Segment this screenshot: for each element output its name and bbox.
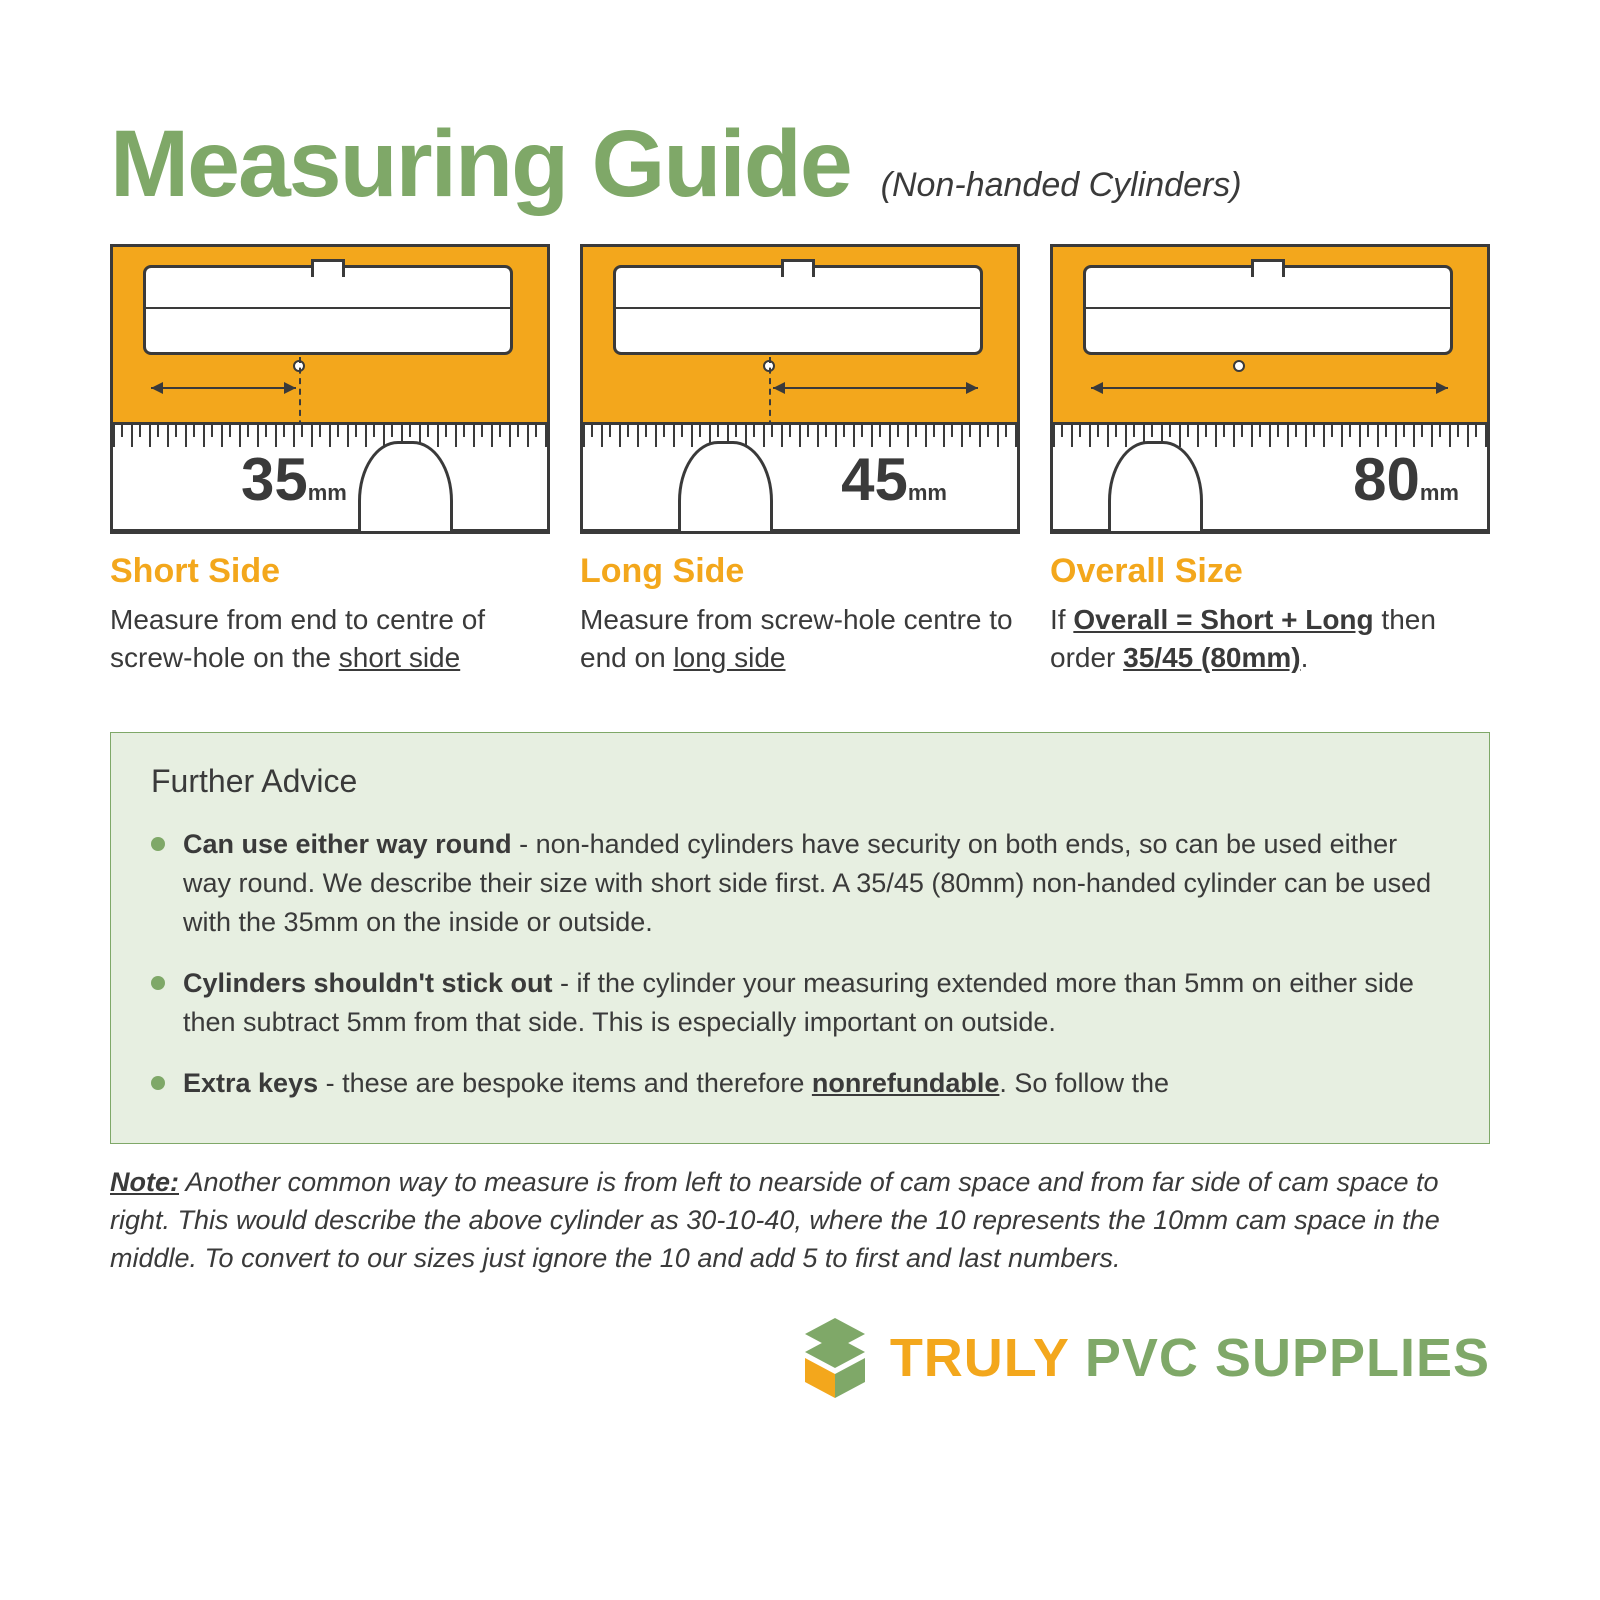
panel-description: Measure from end to centre of screw-hole… <box>110 601 550 677</box>
thumb-icon <box>358 441 453 534</box>
thumb-icon <box>1108 441 1203 534</box>
panel-description: If Overall = Short + Long then order 35/… <box>1050 601 1490 677</box>
panel-description: Measure from screw-hole centre to end on… <box>580 601 1020 677</box>
measurement-value: 45 <box>841 446 908 513</box>
panel-heading: Short Side <box>110 552 550 591</box>
advice-item: Cylinders shouldn't stick out - if the c… <box>151 964 1449 1042</box>
page-subtitle: (Non-handed Cylinders) <box>881 166 1242 205</box>
measurement-unit: mm <box>308 480 347 505</box>
brand-logo-icon <box>800 1318 870 1398</box>
panel-short-side: 35mm Short Side Measure from end to cent… <box>110 244 550 677</box>
bullet-icon <box>151 837 165 851</box>
advice-list: Can use either way round - non-handed cy… <box>151 825 1449 1104</box>
brand-footer: TRULY PVC SUPPLIES <box>110 1318 1490 1398</box>
measurement-value: 35 <box>241 446 308 513</box>
measurement-unit: mm <box>908 480 947 505</box>
panel-long-side: 45mm Long Side Measure from screw-hole c… <box>580 244 1020 677</box>
advice-item: Extra keys - these are bespoke items and… <box>151 1064 1449 1103</box>
measurement-unit: mm <box>1420 480 1459 505</box>
diagram-long-side: 45mm <box>580 244 1020 534</box>
bullet-icon <box>151 976 165 990</box>
panel-overall-size: 80mm Overall Size If Overall = Short + L… <box>1050 244 1490 677</box>
measurement-value: 80 <box>1353 446 1420 513</box>
advice-heading: Further Advice <box>151 763 1449 800</box>
thumb-icon <box>678 441 773 534</box>
diagram-short-side: 35mm <box>110 244 550 534</box>
brand-text: TRULY PVC SUPPLIES <box>890 1327 1490 1389</box>
advice-item: Can use either way round - non-handed cy… <box>151 825 1449 942</box>
bullet-icon <box>151 1076 165 1090</box>
note-text: Note: Another common way to measure is f… <box>110 1164 1490 1277</box>
diagram-overall: 80mm <box>1050 244 1490 534</box>
panel-heading: Overall Size <box>1050 552 1490 591</box>
page-title: Measuring Guide <box>110 110 851 219</box>
panels-row: 35mm Short Side Measure from end to cent… <box>110 244 1490 677</box>
panel-heading: Long Side <box>580 552 1020 591</box>
advice-box: Further Advice Can use either way round … <box>110 732 1490 1145</box>
header: Measuring Guide (Non-handed Cylinders) <box>110 110 1490 219</box>
